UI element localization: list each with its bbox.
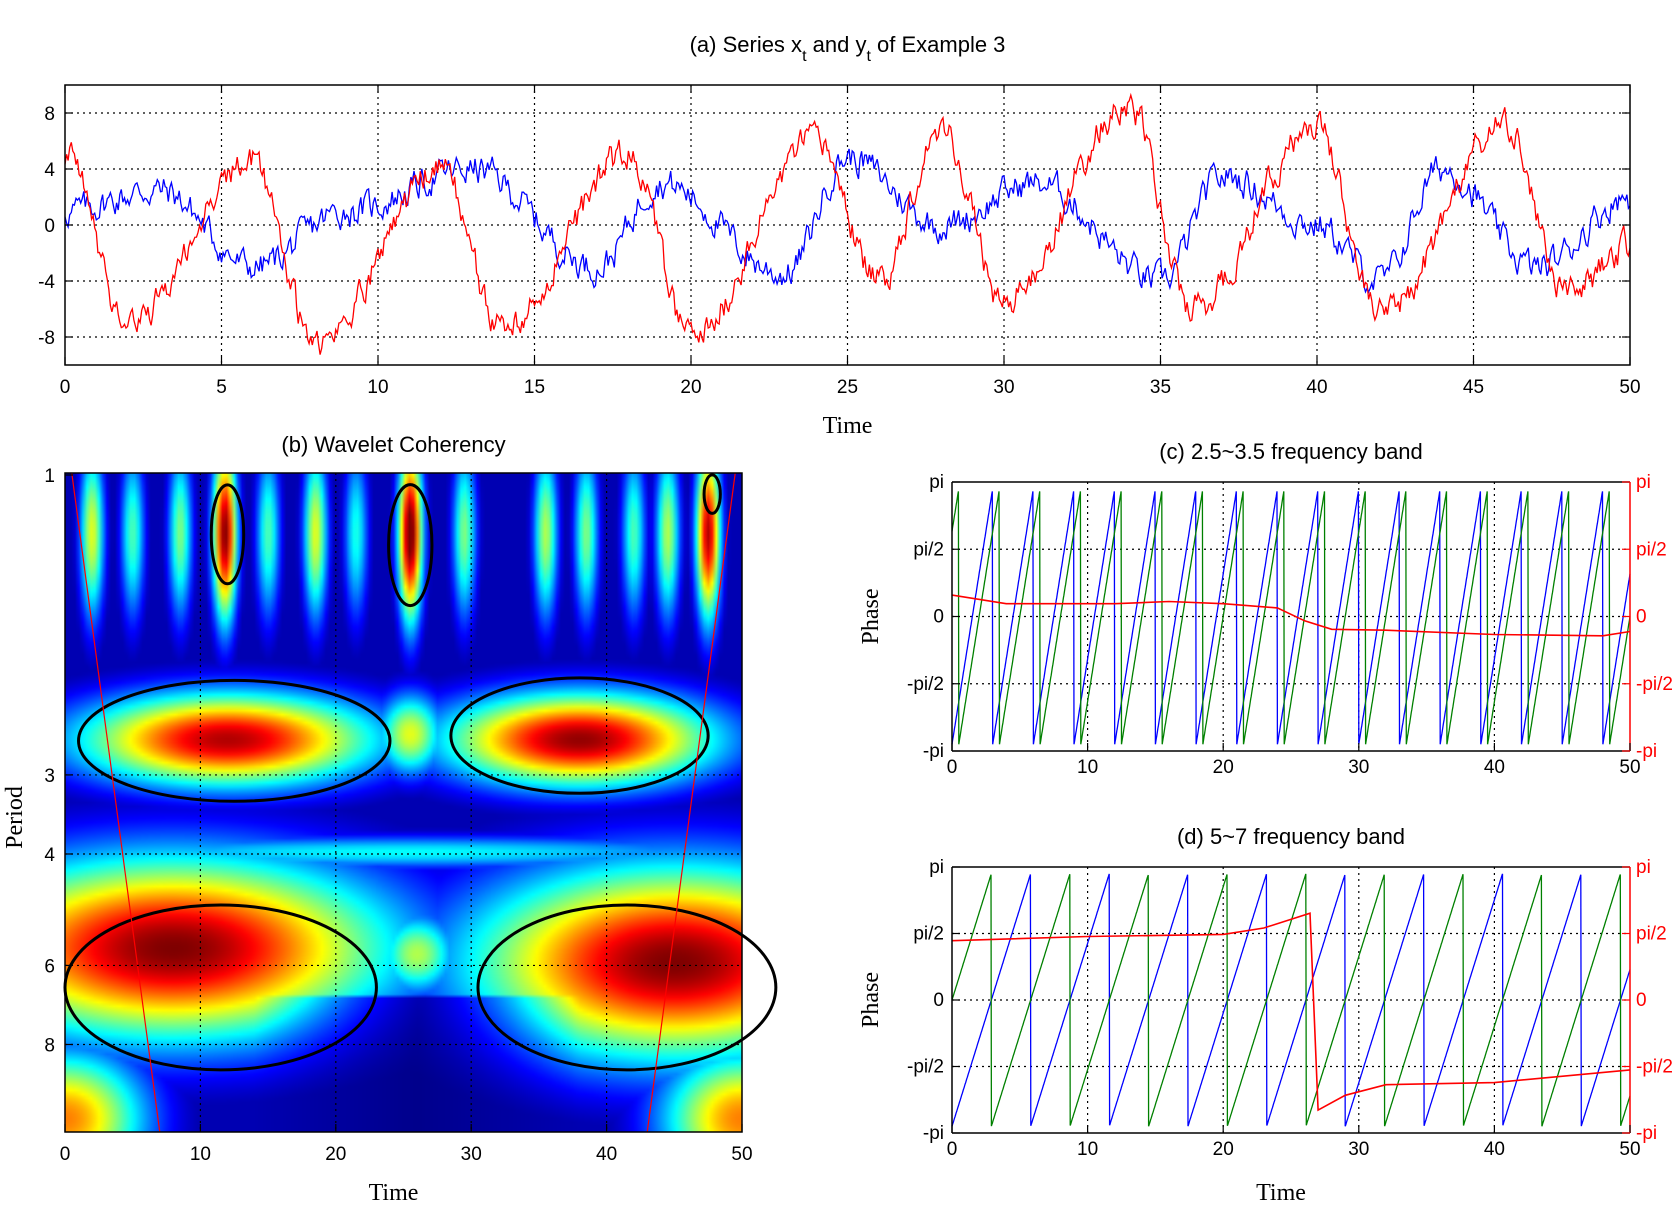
panel-d-ylabel: Phase <box>858 972 884 1028</box>
y-tick-label-right: 0 <box>1636 990 1647 1011</box>
panel-d-title: (d) 5~7 frequency band <box>1177 824 1405 849</box>
x-tick-label: 50 <box>1619 757 1640 778</box>
cone-of-influence-right <box>646 472 736 1133</box>
x-tick-label: 35 <box>1150 377 1171 398</box>
x-tick-label: 30 <box>1348 1139 1369 1160</box>
x-tick-label: 5 <box>216 377 227 398</box>
panel-b-xlabel: Time <box>369 1180 419 1206</box>
y-tick-label: pi/2 <box>913 924 944 945</box>
panel-b: (b) Wavelet Coherency 0 10 20 30 40 50 1 3 4 6 8 Tim… <box>2 432 778 1206</box>
x-tick-label: 0 <box>60 1144 71 1165</box>
y-tick-label: 4 <box>44 160 55 181</box>
x-tick-label: 20 <box>325 1144 346 1165</box>
significance-contour <box>449 676 710 795</box>
x-tick-label: 0 <box>60 377 71 398</box>
x-tick-label: 0 <box>947 757 958 778</box>
significance-contour <box>77 678 392 803</box>
y-tick-label: pi <box>929 472 944 493</box>
y-tick-label: 6 <box>44 956 55 977</box>
y-tick-label: -pi <box>923 741 944 762</box>
panel-c-title: (c) 2.5~3.5 frequency band <box>1159 439 1423 464</box>
y-tick-label: pi/2 <box>913 539 944 560</box>
y-tick-label-right: -pi/2 <box>1636 674 1673 695</box>
panel-c-ylabel: Phase <box>858 589 884 645</box>
x-tick-label: 30 <box>1348 757 1369 778</box>
panel-b-title: (b) Wavelet Coherency <box>281 432 505 457</box>
y-tick-label: pi <box>929 857 944 878</box>
x-tick-label: 15 <box>524 377 545 398</box>
y-tick-label: 1 <box>44 466 55 487</box>
x-tick-label: 25 <box>837 377 858 398</box>
panel-b-ylabel: Period <box>2 786 28 849</box>
y-tick-label: -pi/2 <box>907 1057 944 1078</box>
y-tick-label-right: pi <box>1636 857 1651 878</box>
x-tick-label: 10 <box>367 377 388 398</box>
y-tick-label: -8 <box>38 328 55 349</box>
phase-difference-line <box>951 912 1631 1112</box>
y-tick-label: -4 <box>38 272 55 293</box>
x-tick-label: 30 <box>461 1144 482 1165</box>
x-tick-label: 10 <box>1077 1139 1098 1160</box>
y-tick-label-right: -pi/2 <box>1636 1057 1673 1078</box>
panel-c: (c) 2.5~3.5 frequency band 0 10 20 30 40 50 pi p… <box>858 439 1673 778</box>
panel-d-xlabel: Time <box>1256 1180 1306 1206</box>
y-tick-label: -pi <box>923 1123 944 1144</box>
series-y-line <box>64 92 1631 355</box>
panel-a: (a) Series xt and yt of Example 3 0 5 10 15 2… <box>38 32 1640 439</box>
x-tick-label: 20 <box>1213 757 1234 778</box>
phase-y-line <box>951 491 1631 745</box>
y-tick-label: 8 <box>44 1035 55 1056</box>
x-tick-label: 50 <box>1619 1139 1640 1160</box>
y-tick-label: 4 <box>44 845 55 866</box>
phase-x-line <box>951 491 1631 745</box>
series-x-line <box>64 148 1631 294</box>
x-tick-label: 50 <box>731 1144 752 1165</box>
x-tick-label: 20 <box>1213 1139 1234 1160</box>
y-tick-label-right: pi/2 <box>1636 924 1667 945</box>
coherency-heatmap <box>65 473 742 1132</box>
cone-of-influence-left <box>71 472 161 1133</box>
panel-a-xlabel: Time <box>823 413 873 439</box>
y-tick-label: 3 <box>44 766 55 787</box>
panel-d: (d) 5~7 frequency band 0 10 20 30 40 50 pi pi pi/… <box>858 824 1673 1206</box>
significance-contour <box>387 483 434 608</box>
phase-difference-line <box>951 594 1631 637</box>
x-tick-label: 0 <box>947 1139 958 1160</box>
y-tick-label: 0 <box>44 216 55 237</box>
panel-a-title: (a) Series xt and yt of Example 3 <box>690 32 1006 65</box>
y-tick-label: -pi/2 <box>907 674 944 695</box>
x-tick-label: 10 <box>1077 757 1098 778</box>
x-tick-label: 40 <box>1306 377 1327 398</box>
x-tick-label: 20 <box>680 377 701 398</box>
x-tick-label: 40 <box>596 1144 617 1165</box>
significance-contour <box>476 903 778 1072</box>
panel-b-frame <box>64 472 743 1133</box>
phase-y-line <box>951 873 1631 1127</box>
significance-contour <box>702 473 722 515</box>
x-tick-label: 45 <box>1463 377 1484 398</box>
x-tick-label: 30 <box>993 377 1014 398</box>
y-tick-label-right: -pi <box>1636 1123 1657 1144</box>
x-tick-label: 40 <box>1484 1139 1505 1160</box>
y-tick-label: 0 <box>933 607 944 628</box>
x-tick-label: 50 <box>1619 377 1640 398</box>
y-tick-label-right: pi <box>1636 472 1651 493</box>
x-tick-label: 40 <box>1484 757 1505 778</box>
y-tick-label-right: 0 <box>1636 607 1647 628</box>
y-tick-label-right: -pi <box>1636 741 1657 762</box>
y-tick-label-right: pi/2 <box>1636 539 1667 560</box>
x-tick-label: 10 <box>190 1144 211 1165</box>
significance-contour <box>209 483 246 586</box>
y-tick-label: 8 <box>44 104 55 125</box>
y-tick-label: 0 <box>933 990 944 1011</box>
